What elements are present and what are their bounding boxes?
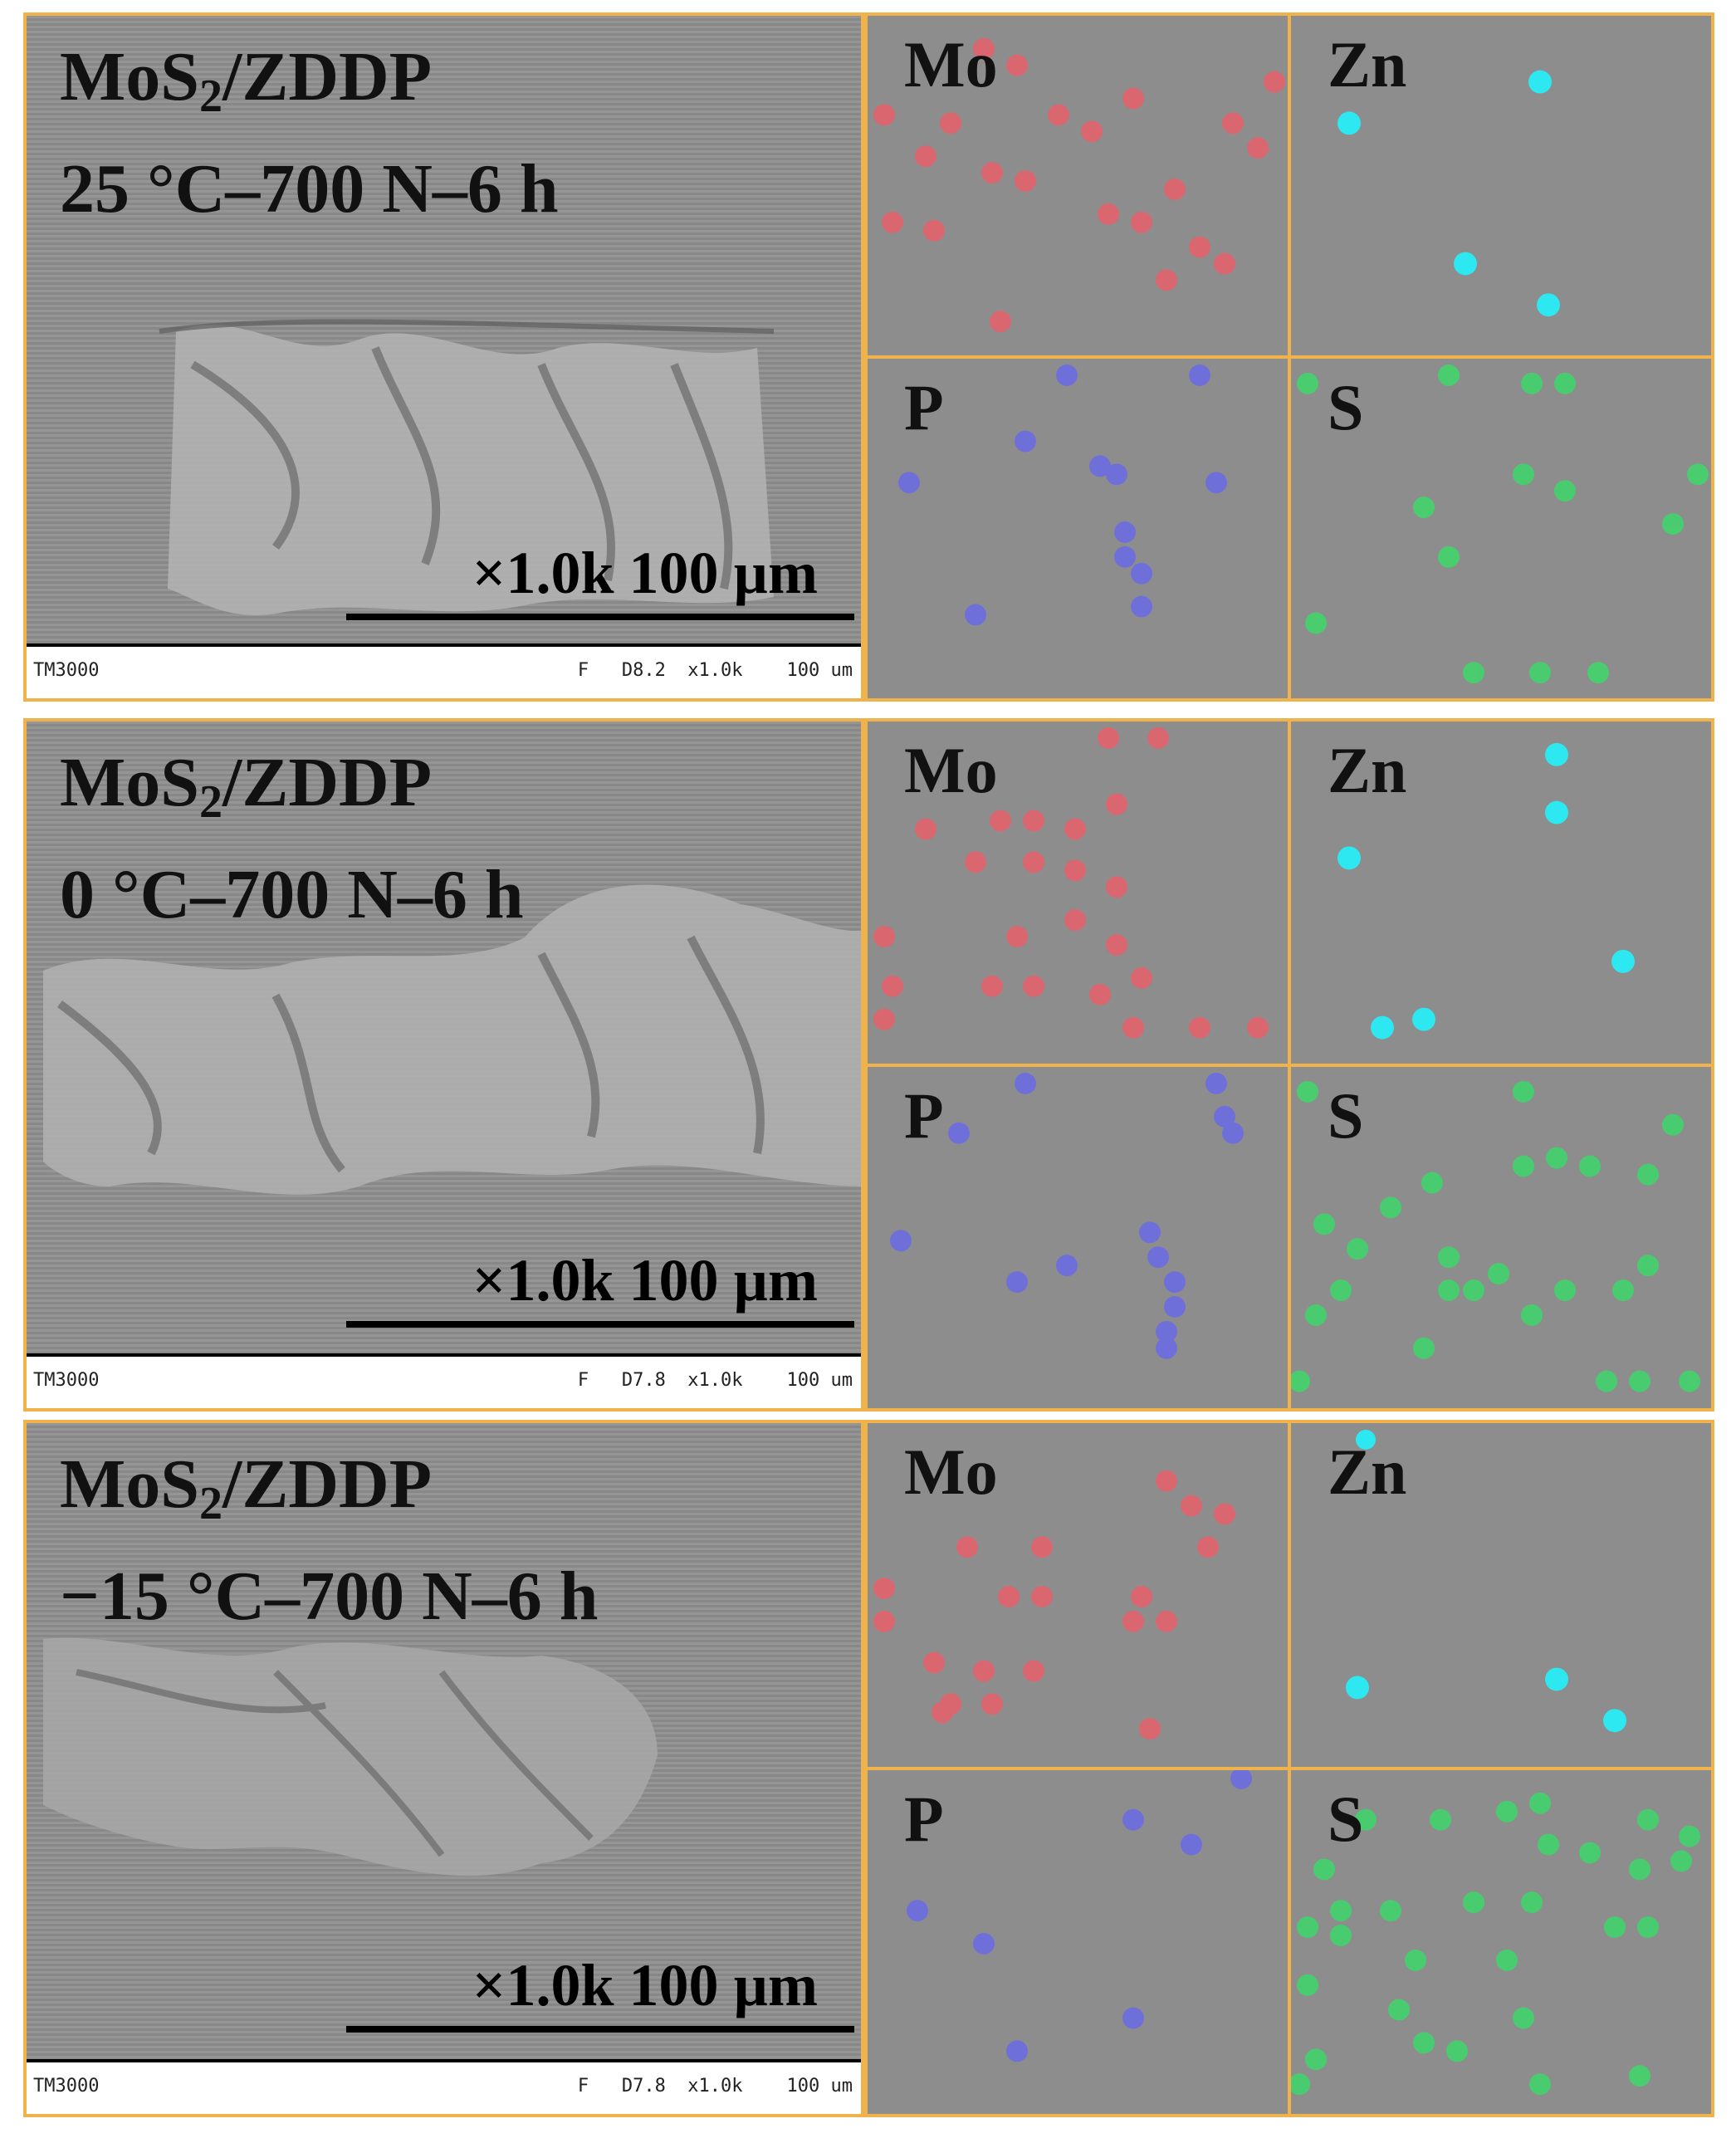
s-dots bbox=[1291, 1080, 1700, 1392]
element-label-p: P bbox=[904, 371, 944, 443]
element-label-s: S bbox=[1328, 1783, 1364, 1855]
title-subscript: 2 bbox=[199, 71, 223, 122]
sem-image: MoS2/ZDDP 25 °C–700 N–6 h ×1.0k 100 µm T… bbox=[23, 12, 864, 702]
sem-footer: TM3000 F D7.8 x1.0k 100 um bbox=[27, 2059, 861, 2114]
p-dots bbox=[907, 1770, 1252, 2062]
eds-map-p: P bbox=[868, 359, 1288, 698]
scale-bar bbox=[346, 1321, 854, 1328]
scale-label: ×1.0k 100 µm bbox=[472, 1952, 818, 2018]
test-condition: 0 °C–700 N–6 h bbox=[60, 856, 524, 933]
sem-image: MoS2/ZDDP 0 °C–700 N–6 h ×1.0k 100 µm TM… bbox=[23, 718, 864, 1411]
element-label-s: S bbox=[1328, 1079, 1364, 1152]
p-dots bbox=[890, 1072, 1244, 1359]
element-label-mo: Mo bbox=[904, 1436, 998, 1508]
mo-dots bbox=[873, 37, 1285, 333]
panel-2: MoS2/ZDDP 0 °C–700 N–6 h ×1.0k 100 µm TM… bbox=[23, 718, 1714, 1411]
s-dots bbox=[1297, 364, 1709, 684]
scale-bar bbox=[346, 614, 854, 620]
eds-maps: Mo Zn P S bbox=[864, 12, 1714, 702]
sample-title: MoS2/ZDDP 25 °C–700 N–6 h bbox=[60, 31, 559, 236]
sem-texture bbox=[27, 722, 861, 1365]
scale-label: ×1.0k 100 µm bbox=[472, 540, 818, 606]
instrument-label: TM3000 bbox=[33, 2076, 100, 2096]
element-label-p: P bbox=[904, 1783, 944, 1855]
instrument-label: TM3000 bbox=[33, 1370, 100, 1391]
instrument-label: TM3000 bbox=[33, 660, 100, 681]
element-label-zn: Zn bbox=[1328, 734, 1407, 806]
title-rest: /ZDDP bbox=[223, 38, 432, 115]
eds-map-p: P bbox=[868, 1770, 1288, 2114]
title-main: MoS bbox=[60, 1446, 199, 1523]
eds-maps: Mo Zn P S bbox=[864, 1420, 1714, 2117]
eds-map-mo: Mo bbox=[868, 1423, 1288, 1767]
sem-texture bbox=[27, 1423, 861, 2071]
sem-texture bbox=[27, 16, 861, 655]
title-main: MoS bbox=[60, 744, 199, 821]
eds-maps: Mo Zn P S bbox=[864, 718, 1714, 1411]
title-rest: /ZDDP bbox=[223, 744, 432, 821]
s-dots bbox=[1291, 1792, 1700, 2096]
sem-image: MoS2/ZDDP −15 °C–700 N–6 h ×1.0k 100 µm … bbox=[23, 1420, 864, 2117]
mo-dots bbox=[873, 727, 1269, 1039]
eds-map-mo: Mo bbox=[868, 16, 1288, 355]
test-condition: −15 °C–700 N–6 h bbox=[60, 1558, 599, 1635]
acquisition-info: F D7.8 x1.0k 100 um bbox=[577, 1370, 853, 1391]
eds-map-p: P bbox=[868, 1066, 1288, 1408]
element-label-p: P bbox=[904, 1079, 944, 1152]
acquisition-info: F D7.8 x1.0k 100 um bbox=[577, 2076, 853, 2096]
eds-map-s: S bbox=[1291, 1770, 1711, 2114]
zn-dots bbox=[1346, 1429, 1626, 1733]
zn-dots bbox=[1337, 742, 1635, 1040]
mo-dots bbox=[873, 1470, 1235, 1740]
sem-footer: TM3000 F D7.8 x1.0k 100 um bbox=[27, 1353, 861, 1408]
panel-3: MoS2/ZDDP −15 °C–700 N–6 h ×1.0k 100 µm … bbox=[23, 1420, 1714, 2117]
title-subscript: 2 bbox=[199, 1478, 223, 1529]
title-rest: /ZDDP bbox=[223, 1446, 432, 1523]
eds-map-s: S bbox=[1291, 1066, 1711, 1408]
p-dots bbox=[898, 364, 1227, 626]
sample-title: MoS2/ZDDP 0 °C–700 N–6 h bbox=[60, 736, 524, 942]
title-subscript: 2 bbox=[199, 776, 223, 828]
sem-footer: TM3000 F D8.2 x1.0k 100 um bbox=[27, 643, 861, 698]
element-label-mo: Mo bbox=[904, 734, 998, 806]
scale-label: ×1.0k 100 µm bbox=[472, 1247, 818, 1314]
element-label-zn: Zn bbox=[1328, 1436, 1407, 1508]
title-main: MoS bbox=[60, 38, 199, 115]
element-label-s: S bbox=[1328, 371, 1364, 443]
eds-map-zn: Zn bbox=[1291, 722, 1711, 1064]
acquisition-info: F D8.2 x1.0k 100 um bbox=[577, 660, 853, 681]
eds-map-mo: Mo bbox=[868, 722, 1288, 1064]
element-label-zn: Zn bbox=[1328, 28, 1407, 100]
panel-1: MoS2/ZDDP 25 °C–700 N–6 h ×1.0k 100 µm T… bbox=[23, 12, 1714, 702]
sample-title: MoS2/ZDDP −15 °C–700 N–6 h bbox=[60, 1438, 599, 1643]
scale-bar bbox=[346, 2026, 854, 2033]
element-label-mo: Mo bbox=[904, 28, 998, 100]
eds-map-zn: Zn bbox=[1291, 16, 1711, 355]
eds-map-s: S bbox=[1291, 359, 1711, 698]
eds-map-zn: Zn bbox=[1291, 1423, 1711, 1767]
zn-dots bbox=[1337, 70, 1560, 317]
test-condition: 25 °C–700 N–6 h bbox=[60, 150, 559, 227]
